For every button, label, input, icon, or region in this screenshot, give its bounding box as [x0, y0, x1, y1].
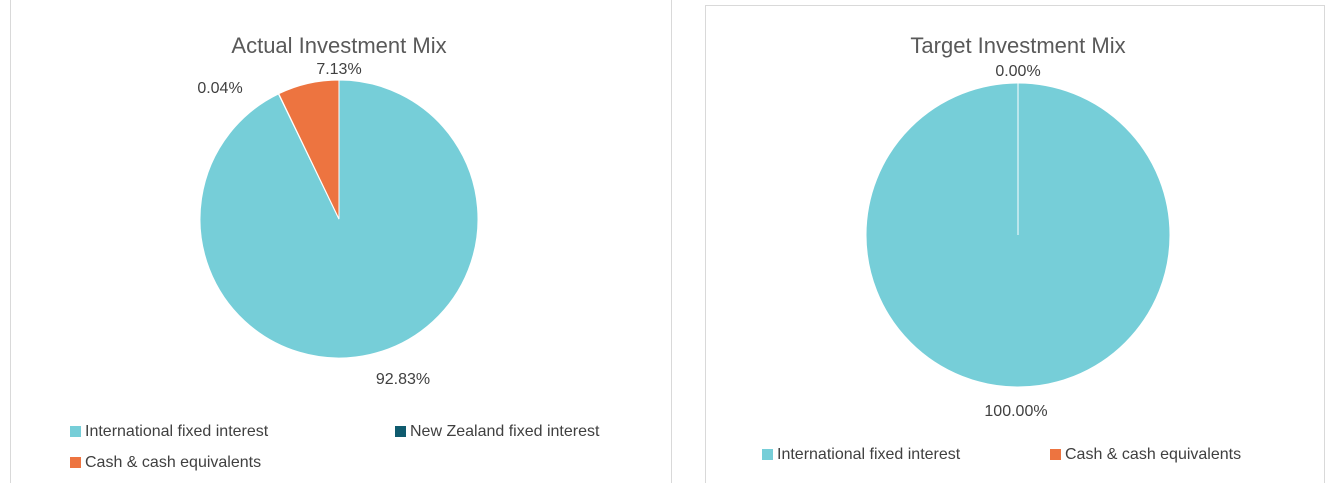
data-label: 100.00% [984, 403, 1047, 420]
data-label: 7.13% [316, 61, 361, 78]
data-label: 0.04% [197, 80, 242, 97]
data-label: 0.00% [995, 63, 1040, 80]
legend-label: Cash & cash equivalents [1065, 446, 1241, 463]
legend-swatch [70, 426, 81, 437]
pie-slice [278, 79, 340, 220]
legend-label: New Zealand fixed interest [410, 423, 600, 440]
chart-title: Actual Investment Mix [231, 33, 446, 58]
legend-swatch [762, 449, 773, 460]
legend-swatch [1050, 449, 1061, 460]
legend-label: International fixed interest [85, 423, 269, 440]
legend-label: International fixed interest [777, 446, 961, 463]
legend-label: Cash & cash equivalents [85, 454, 261, 471]
chart-title: Target Investment Mix [910, 33, 1125, 58]
legend-swatch [70, 457, 81, 468]
legend-swatch [395, 426, 406, 437]
data-label: 92.83% [376, 371, 430, 388]
